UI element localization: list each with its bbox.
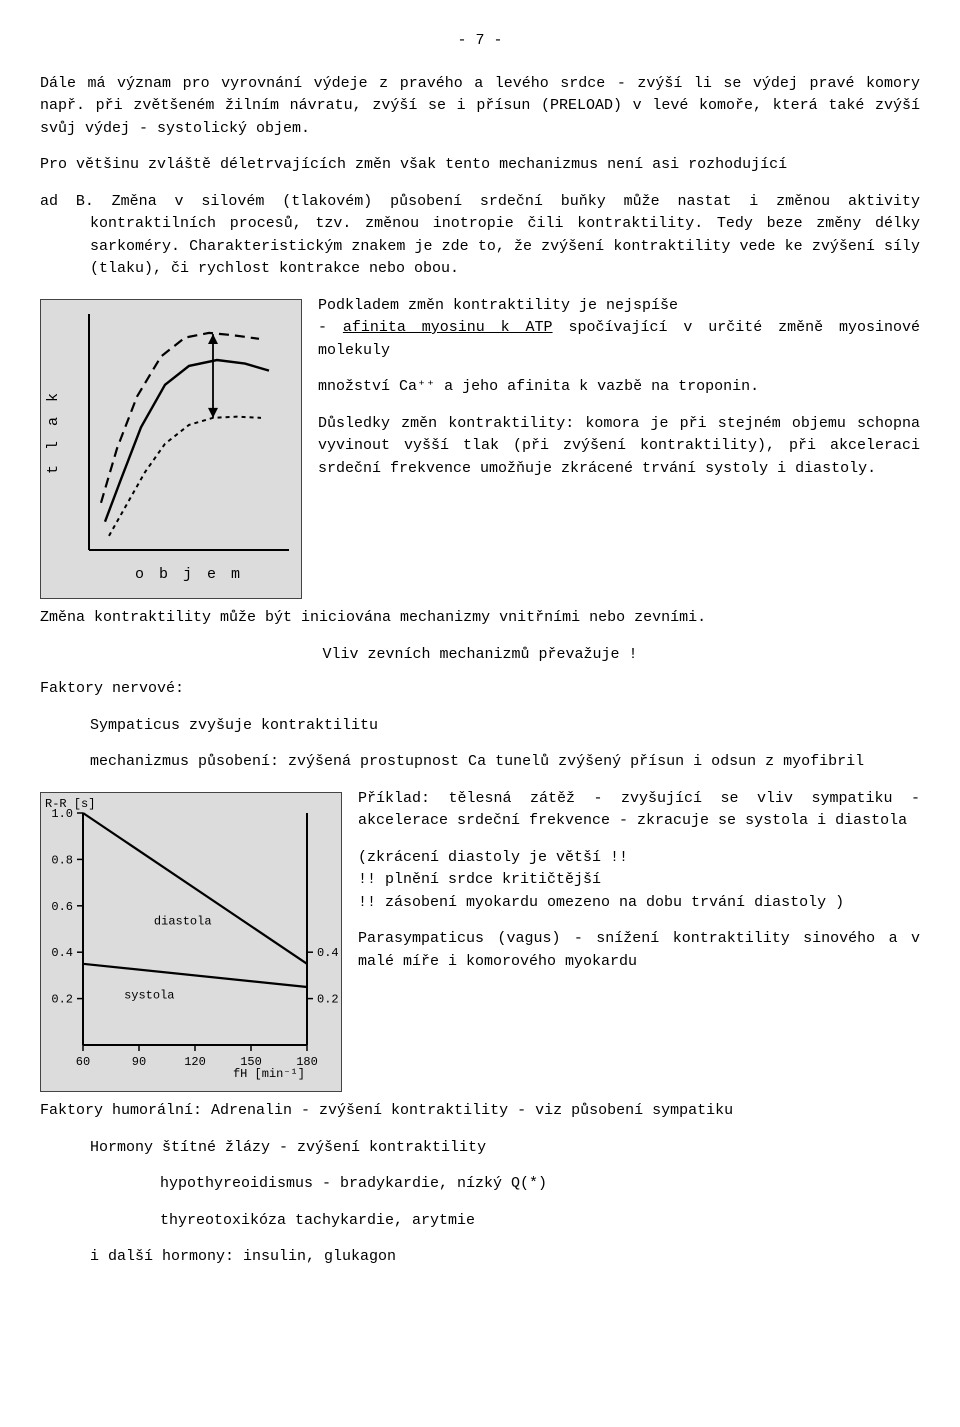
svg-text:120: 120 xyxy=(184,1055,206,1069)
figure-2-rr-fh: 60901201501800.20.40.60.81.00.20.4diasto… xyxy=(40,792,342,1093)
svg-text:60: 60 xyxy=(76,1055,90,1069)
figure-1-tlak-objem: o b j e m t l a k xyxy=(40,299,302,600)
paragraph-5a: Sympaticus zvyšuje kontraktilitu xyxy=(90,715,920,738)
paragraph-6a: Faktory humorální: Adrenalin - zvýšení k… xyxy=(40,1100,920,1123)
svg-text:fH [min⁻¹]: fH [min⁻¹] xyxy=(233,1067,305,1081)
svg-text:0.2: 0.2 xyxy=(317,992,339,1006)
svg-text:0.4: 0.4 xyxy=(317,946,339,960)
text: (zkrácení diastoly je větší !! xyxy=(358,849,628,866)
paragraph-2: Pro většinu zvláště déletrvajících změn … xyxy=(40,154,920,177)
svg-text:diastola: diastola xyxy=(154,914,212,928)
text: !! zásobení myokardu omezeno na dobu trv… xyxy=(358,894,844,911)
svg-text:systola: systola xyxy=(124,988,174,1002)
paragraph-6c: hypothyreoidismus - bradykardie, nízký Q… xyxy=(160,1173,920,1196)
svg-text:o b j e m: o b j e m xyxy=(135,566,243,583)
svg-text:R-R [s]: R-R [s] xyxy=(45,797,95,811)
text: Podkladem změn kontraktility je nejspíše xyxy=(318,297,678,314)
text: !! plnění srdce kritičtější xyxy=(358,871,601,888)
svg-text:0.6: 0.6 xyxy=(51,899,73,913)
svg-text:t l a k: t l a k xyxy=(45,389,62,473)
svg-text:0.2: 0.2 xyxy=(51,992,73,1006)
paragraph-4-center: Vliv zevních mechanizmů převažuje ! xyxy=(40,644,920,667)
page-number: - 7 - xyxy=(40,30,920,53)
paragraph-6b: Hormony štítné žlázy - zvýšení kontrakti… xyxy=(90,1137,920,1160)
text: - xyxy=(318,319,343,336)
paragraph-1: Dále má význam pro vyrovnání výdeje z pr… xyxy=(40,73,920,141)
svg-text:90: 90 xyxy=(132,1055,146,1069)
svg-text:0.8: 0.8 xyxy=(51,853,73,867)
paragraph-6e: i další hormony: insulin, glukagon xyxy=(90,1246,920,1269)
paragraph-5b: mechanizmus působení: zvýšená prostupnos… xyxy=(90,751,920,774)
paragraph-4: Změna kontraktility může být iniciována … xyxy=(40,607,920,630)
paragraph-3a: ad B. Změna v silovém (tlakovém) působen… xyxy=(90,191,920,281)
svg-text:0.4: 0.4 xyxy=(51,946,73,960)
paragraph-5: Faktory nervové: xyxy=(40,678,920,701)
paragraph-6d: thyreotoxikóza tachykardie, arytmie xyxy=(160,1210,920,1233)
underlined-term: afinita myosinu k ATP xyxy=(343,319,553,336)
